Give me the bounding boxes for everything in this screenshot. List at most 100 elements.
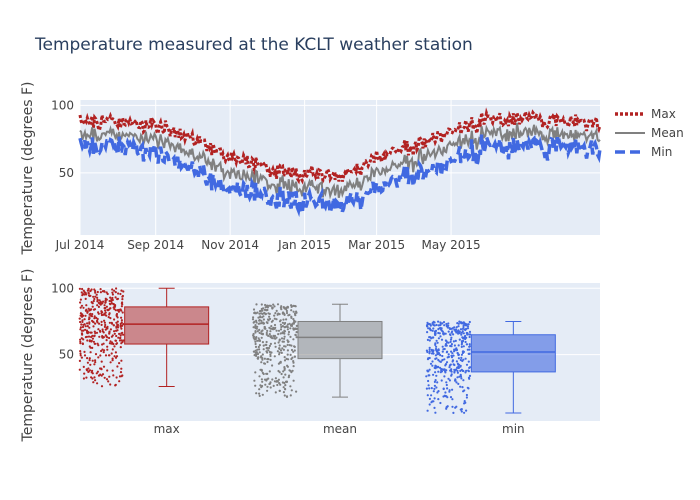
jitter-point [260,307,263,311]
line-plot-y-axis-label: Temperature (degrees F) [20,82,36,256]
jitter-point [435,323,438,327]
jitter-point [276,350,279,353]
jitter-point [437,358,440,362]
jitter-point [437,370,440,373]
box-plot-y-ticks: 50 100 [51,281,74,361]
jitter-point [435,357,438,360]
jitter-point [95,293,98,296]
jitter-point [88,359,91,362]
jitter-point [266,385,269,388]
jitter-point [91,346,94,349]
jitter-point [115,325,118,328]
box-mean[interactable] [297,320,383,360]
jitter-point [94,322,97,325]
legend-item-min[interactable]: Min [615,145,672,159]
legend[interactable]: Max Mean Min [615,107,684,159]
jitter-point [82,329,85,332]
jitter-point [108,302,111,305]
jitter-point [443,358,446,361]
jitter-point [449,369,453,372]
jitter-point [254,325,257,328]
jitter-point [111,369,114,372]
jitter-point [280,372,283,376]
jitter-point [110,342,113,345]
jitter-point [104,354,108,357]
jitter-point [85,368,88,371]
jitter-point [256,311,259,314]
jitter-point [459,328,463,331]
jitter-point [271,306,274,309]
jitter-point [120,321,123,324]
jitter-point [278,344,281,347]
jitter-point [79,338,82,341]
jitter-point [80,356,83,359]
jitter-point [273,335,276,338]
jitter-point [83,354,87,357]
jitter-point [465,409,468,412]
jitter-point [105,335,108,338]
box-max[interactable] [124,306,210,345]
jitter-point [267,358,270,361]
jitter-point [433,366,436,369]
jitter-point [443,394,446,397]
jitter-point [99,354,102,357]
jitter-point [97,305,100,308]
line-plot-y-ticks: 50 100 [51,98,74,179]
jitter-point [111,348,114,351]
jitter-point [115,321,118,324]
jitter-point [435,386,438,389]
jitter-point [85,304,88,307]
jitter-point [436,391,439,394]
jitter-point [293,319,296,322]
jitter-point [87,331,90,334]
jitter-point [452,340,455,343]
legend-item-mean[interactable]: Mean [615,126,684,140]
jitter-point [465,396,468,399]
box-min[interactable] [470,334,556,373]
jitter-point [292,361,295,364]
jitter-point [258,310,262,313]
jitter-point [86,339,89,342]
jitter-point [259,384,262,387]
jitter-point [120,302,123,305]
jitter-point [262,348,265,351]
jitter-point [463,411,466,414]
jitter-point [261,309,264,312]
jitter-point [104,299,107,302]
jitter-point [279,323,282,326]
jitter-point [289,335,292,338]
jitter-point [429,362,433,365]
jitter-point [97,374,101,377]
jitter-point [88,309,91,312]
jitter-point [120,289,123,292]
jitter-point [269,358,272,361]
jitter-point [99,288,102,291]
jitter-point [266,360,269,364]
jitter-point [254,338,257,341]
jitter-point [117,336,120,339]
jitter-point [80,332,84,335]
jitter-point [116,297,120,300]
jitter-point [93,317,96,320]
jitter-point [80,315,84,318]
legend-item-max[interactable]: Max [615,107,676,121]
jitter-point [467,360,470,363]
jitter-point [108,321,111,324]
jitter-point [78,287,81,290]
jitter-point [100,374,103,377]
jitter-point [453,344,456,347]
jitter-point [279,306,282,309]
jitter-point [283,366,286,369]
jitter-point [285,325,288,328]
jitter-point [255,303,258,306]
jitter-point [85,308,88,311]
jitter-point [459,365,462,368]
jitter-point [425,375,428,378]
jitter-point [448,333,452,336]
jitter-point [252,316,255,319]
jitter-point [81,342,84,346]
legend-label: Min [651,145,672,159]
jitter-point [260,386,263,389]
jitter-point [254,330,257,333]
jitter-point [79,312,82,315]
